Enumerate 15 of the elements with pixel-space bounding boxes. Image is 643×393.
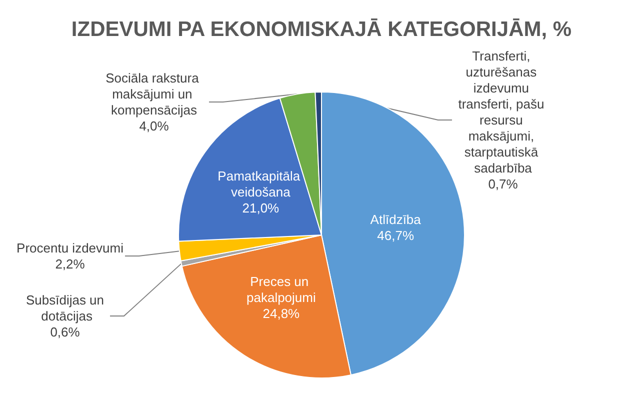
data-label: 46,7% [377,228,414,243]
chart-title: IZDEVUMI PA EKONOMISKAJĀ KATEGORIJĀM, % [71,18,572,41]
slice-label: Transferti, uzturēšanas izdevumu transferti, pašu resursu maksājumi, starptautiskā sadarbība [458,48,548,176]
data-label: 4,0% [139,118,170,134]
slice-label: Subsīdijas un dotācijas [26,292,104,324]
slice-label: Procentu izdevumi [16,240,124,256]
slice-label: Atlīdzība [370,212,422,227]
slice-label: Sociāla rakstura maksājumi un kompensācijas [106,70,202,118]
slice-label: Pamatkapitāla veidošana [218,168,304,200]
data-label: 2,2% [55,256,86,272]
data-label: 0,6% [50,324,80,340]
data-label: 21,0% [242,200,280,216]
data-label: 24,8% [262,306,300,322]
slice-label: Preces un pakalpojumi [246,274,316,306]
data-label: 0,7% [488,176,518,192]
